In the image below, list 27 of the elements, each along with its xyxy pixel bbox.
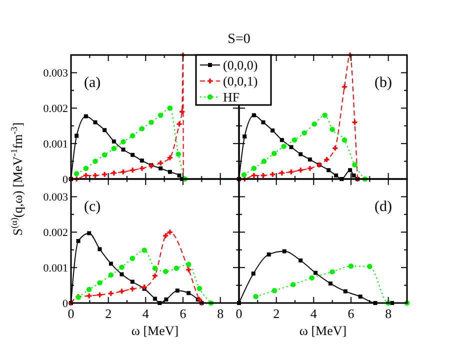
legend-label: (0,0,1)	[223, 74, 258, 89]
x-tick-label: 8	[217, 306, 224, 321]
x-tick-label: 0	[236, 306, 242, 321]
y-tick-label: 0.003	[43, 192, 68, 204]
annotation: (c)	[84, 199, 101, 215]
x-tick-label: 8	[385, 306, 392, 321]
y-tick-label: 0.003	[43, 68, 68, 80]
legend-label: (0,0,0)	[223, 58, 258, 73]
x-tick-label: 4	[142, 306, 150, 321]
x-axis-title: ω [MeV]	[131, 323, 179, 338]
x-tick-label: 4	[310, 306, 318, 321]
y-tick-label: 0	[62, 174, 68, 186]
y-tick-label: 0.002	[43, 226, 68, 239]
x-tick-label: 6	[348, 306, 355, 321]
annotation: (d)	[374, 199, 392, 215]
y-tick-label: 0.001	[43, 262, 68, 274]
legend-label: HF	[223, 90, 240, 105]
chart-title: S=0	[228, 32, 250, 47]
annotation: (a)	[84, 75, 101, 91]
y-tick-label: 0.001	[43, 138, 68, 150]
x-tick-label: 2	[105, 306, 112, 321]
y-tick-label: 0.002	[43, 102, 68, 115]
x-tick-label: 2	[273, 306, 280, 321]
x-tick-label: 6	[180, 306, 187, 321]
x-axis-title: ω [MeV]	[299, 323, 347, 338]
y-tick-label: 0	[62, 298, 68, 310]
annotation: (b)	[374, 75, 392, 91]
